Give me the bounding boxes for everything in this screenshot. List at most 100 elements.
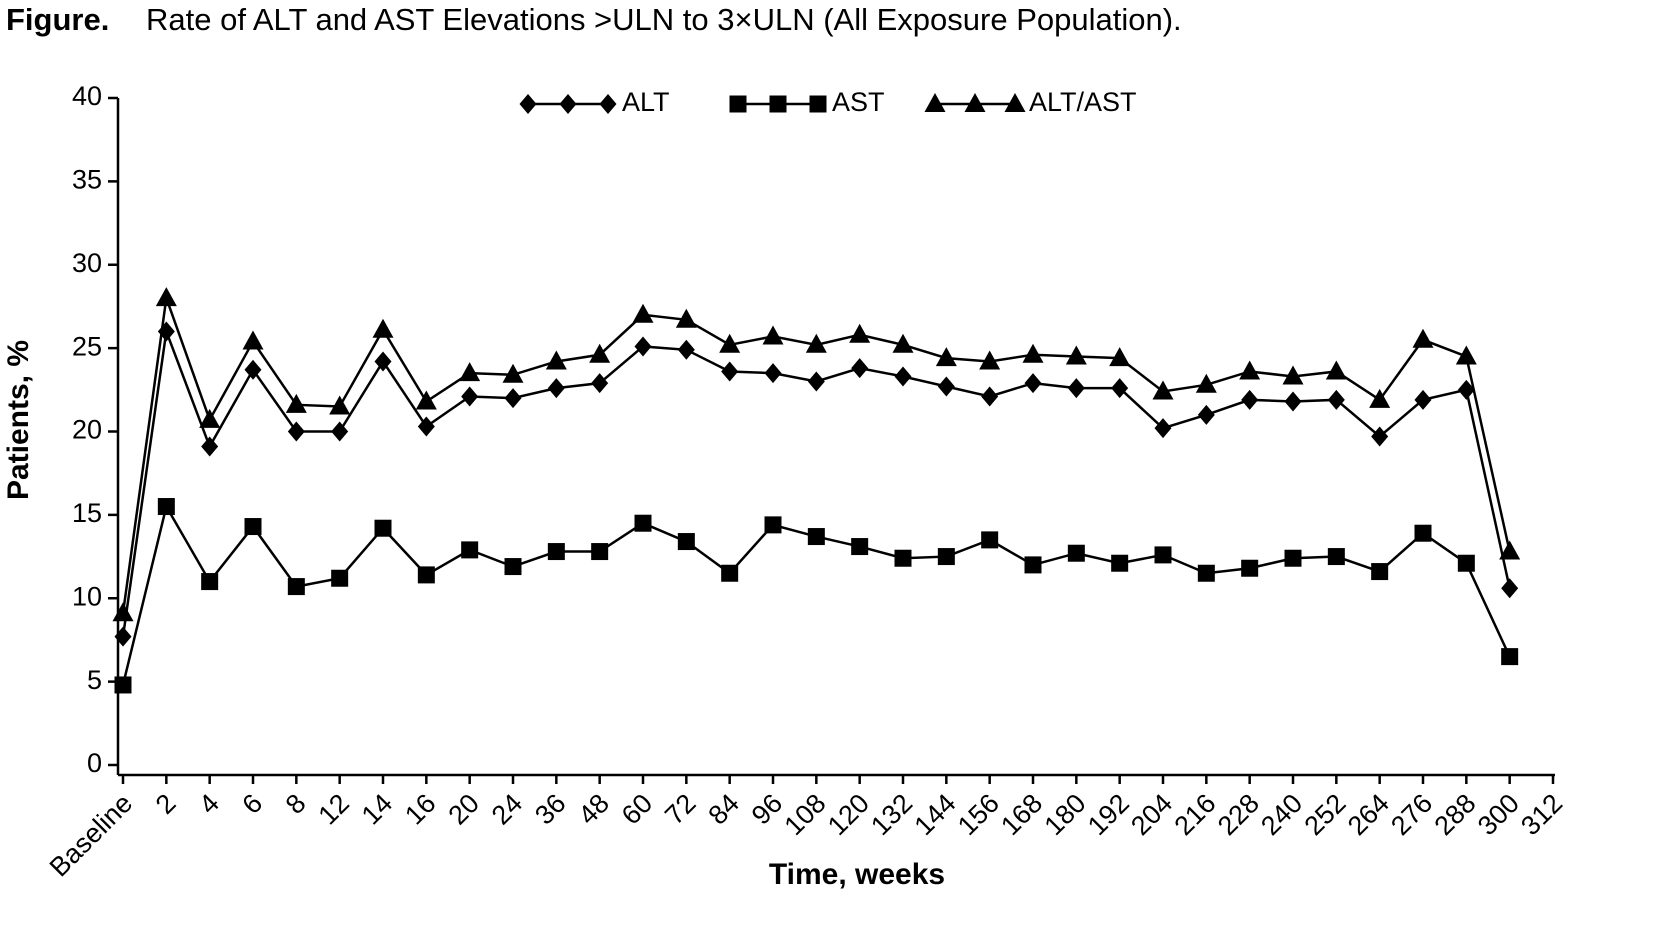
- data-point: [1111, 554, 1129, 572]
- data-point: [762, 325, 784, 345]
- data-point: [1457, 554, 1475, 572]
- data-point: [807, 371, 825, 392]
- data-point: [937, 548, 955, 566]
- data-point: [459, 362, 481, 382]
- data-point: [805, 333, 827, 353]
- data-point: [979, 350, 1001, 370]
- data-point: [331, 569, 349, 587]
- data-point: [199, 408, 221, 428]
- data-point: [1197, 564, 1215, 582]
- data-point: [504, 558, 522, 576]
- legend-marker: [729, 95, 747, 113]
- data-point: [1412, 328, 1434, 348]
- data-point: [1154, 418, 1172, 439]
- data-point: [764, 516, 782, 534]
- data-point: [244, 359, 262, 380]
- x-tick-label: 36: [529, 788, 571, 830]
- data-point: [502, 363, 524, 383]
- x-tick-label: 312: [1515, 788, 1568, 841]
- data-point: [547, 378, 565, 399]
- y-tick-label: 15: [72, 498, 102, 528]
- data-point: [591, 543, 609, 561]
- data-point: [634, 514, 652, 532]
- data-point: [1239, 360, 1261, 380]
- data-point: [1067, 378, 1085, 399]
- data-point: [329, 395, 351, 415]
- x-tick-label: 12: [312, 788, 354, 830]
- legend-label: ALT/AST: [1029, 87, 1137, 117]
- legend-marker: [559, 94, 577, 114]
- data-point: [114, 676, 132, 694]
- data-point: [1414, 524, 1432, 542]
- data-point: [545, 350, 567, 370]
- y-tick-label: 20: [72, 415, 102, 445]
- data-point: [1414, 389, 1432, 410]
- legend-marker: [964, 93, 986, 112]
- data-point: [675, 308, 697, 328]
- x-tick-label: 264: [1342, 788, 1395, 841]
- data-point: [1371, 426, 1389, 447]
- data-point: [114, 626, 132, 647]
- data-point: [894, 549, 912, 567]
- x-tick-label: 300: [1472, 788, 1525, 841]
- x-tick-label: Baseline: [44, 788, 138, 882]
- data-point: [1241, 559, 1259, 577]
- data-point: [415, 390, 437, 410]
- data-point: [1327, 548, 1345, 566]
- data-point: [677, 533, 695, 551]
- y-tick-label: 40: [72, 81, 102, 111]
- data-point: [1455, 345, 1477, 365]
- y-tick-label: 35: [72, 165, 102, 195]
- data-point: [417, 566, 435, 584]
- data-point: [719, 333, 741, 353]
- x-tick-label: 8: [280, 788, 312, 820]
- data-point: [201, 573, 219, 591]
- data-point: [721, 361, 739, 382]
- data-point: [894, 366, 912, 387]
- x-tick-label: 16: [399, 788, 441, 830]
- x-tick-label: 120: [822, 788, 875, 841]
- data-point: [1499, 540, 1521, 560]
- legend-label: AST: [832, 87, 885, 117]
- x-tick-label: 84: [702, 788, 744, 830]
- data-point: [201, 436, 219, 457]
- legend-marker: [924, 93, 946, 112]
- legend-marker: [519, 94, 537, 114]
- x-tick-label: 108: [779, 788, 832, 841]
- data-point: [1284, 391, 1302, 412]
- x-tick-label: 168: [995, 788, 1048, 841]
- data-point: [851, 358, 869, 379]
- x-tick-label: 252: [1299, 788, 1352, 841]
- data-point: [1501, 578, 1519, 599]
- data-point: [242, 330, 264, 350]
- y-tick-label: 5: [87, 665, 102, 695]
- data-point: [1024, 556, 1042, 574]
- data-point: [372, 318, 394, 338]
- data-point: [1065, 345, 1087, 365]
- data-point: [287, 578, 305, 596]
- data-point: [1154, 546, 1172, 564]
- data-point: [1241, 389, 1259, 410]
- data-point: [547, 543, 565, 561]
- legend-label: ALT: [622, 87, 670, 117]
- data-point: [244, 518, 262, 536]
- x-tick-label: 228: [1212, 788, 1265, 841]
- data-point: [155, 287, 177, 307]
- data-point: [504, 388, 522, 409]
- y-tick-label: 25: [72, 331, 102, 361]
- data-point: [374, 519, 392, 537]
- x-tick-label: 180: [1039, 788, 1092, 841]
- data-point: [1152, 380, 1174, 400]
- x-tick-label: 288: [1429, 788, 1482, 841]
- x-tick-label: 132: [865, 788, 918, 841]
- x-tick-label: 4: [193, 788, 225, 820]
- data-point: [634, 336, 652, 357]
- x-tick-label: 156: [952, 788, 1005, 841]
- x-tick-label: 72: [659, 788, 701, 830]
- title-prefix: Figure.: [6, 2, 109, 37]
- x-tick-label: 192: [1082, 788, 1135, 841]
- x-tick-label: 24: [486, 788, 528, 830]
- data-point: [1197, 404, 1215, 425]
- x-tick-label: 204: [1125, 788, 1178, 841]
